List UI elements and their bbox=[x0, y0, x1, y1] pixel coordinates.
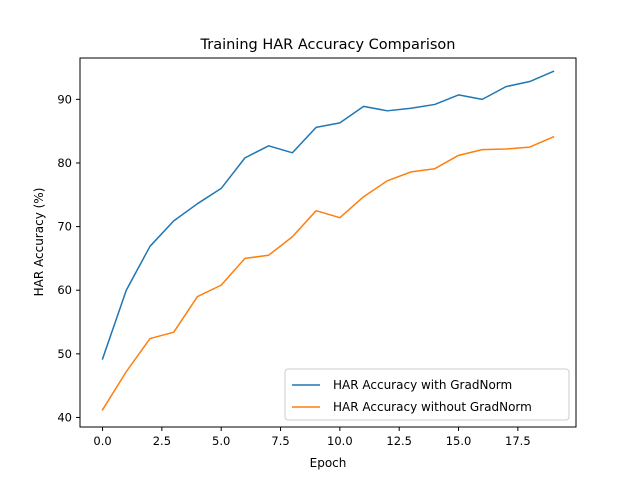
x-axis-label: Epoch bbox=[310, 456, 347, 470]
x-tick-label: 17.5 bbox=[505, 434, 531, 448]
y-axis-label: HAR Accuracy (%) bbox=[32, 188, 46, 297]
y-tick-label: 50 bbox=[57, 347, 72, 361]
x-tick-label: 5.0 bbox=[212, 434, 230, 448]
x-tick-label: 7.5 bbox=[271, 434, 289, 448]
plot-frame bbox=[79, 57, 577, 428]
series-line-0 bbox=[101, 70, 555, 360]
y-tick-label: 60 bbox=[57, 283, 72, 297]
x-tick-label: 15.0 bbox=[446, 434, 472, 448]
y-axis-ticks: 40 50 60 70 80 90 bbox=[57, 92, 80, 424]
series-line-1 bbox=[101, 135, 555, 411]
x-axis-ticks: 0.0 2.5 5.0 7.5 10.0 12.5 15.0 17.5 bbox=[93, 427, 531, 448]
x-tick-label: 2.5 bbox=[153, 434, 171, 448]
chart-title: Training HAR Accuracy Comparison bbox=[200, 37, 456, 53]
legend-label-without-gradnorm: HAR Accuracy without GradNorm bbox=[333, 400, 532, 414]
legend-box bbox=[284, 368, 570, 421]
y-tick-label: 90 bbox=[57, 92, 72, 106]
x-tick-label: 0.0 bbox=[93, 434, 111, 448]
x-tick-label: 10.0 bbox=[327, 434, 353, 448]
x-tick-label: 12.5 bbox=[386, 434, 412, 448]
y-tick-label: 80 bbox=[57, 156, 72, 170]
plot-area bbox=[101, 70, 555, 411]
y-tick-label: 40 bbox=[57, 410, 72, 424]
legend: HAR Accuracy with GradNorm HAR Accuracy … bbox=[284, 368, 570, 421]
y-tick-label: 70 bbox=[57, 220, 72, 234]
legend-label-with-gradnorm: HAR Accuracy with GradNorm bbox=[333, 378, 512, 392]
